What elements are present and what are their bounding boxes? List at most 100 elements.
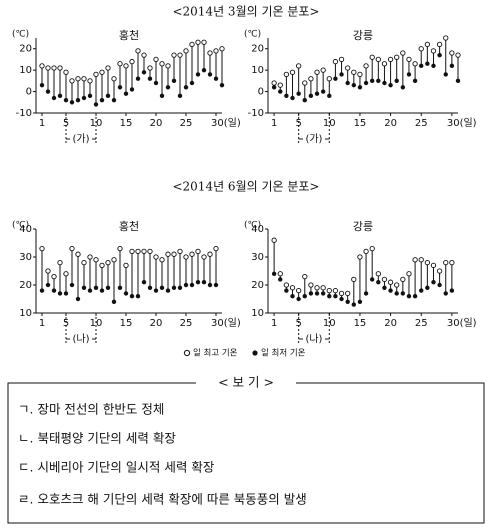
min-dot	[195, 72, 201, 77]
max-dot	[165, 251, 171, 257]
max-dot	[201, 39, 207, 45]
min-dot	[400, 85, 406, 90]
min-dot	[314, 291, 320, 296]
x-tick-label: 5	[63, 318, 69, 329]
min-dot	[111, 97, 117, 103]
max-dot	[51, 65, 57, 71]
min-dot	[455, 78, 461, 84]
min-dot	[419, 288, 424, 293]
max-dot	[171, 52, 177, 58]
max-dot	[75, 76, 81, 82]
max-dot	[363, 248, 369, 255]
max-dot	[381, 276, 388, 283]
box-item: ㄱ. 장마 전선의 한반도 정체	[18, 402, 164, 417]
max-dot	[436, 41, 443, 48]
legend-label: 일 최고 기온	[193, 348, 238, 359]
min-dot	[302, 294, 307, 299]
max-dot	[111, 76, 117, 82]
x-tick-label: 5	[63, 118, 69, 129]
max-dot	[123, 262, 129, 269]
max-dot	[207, 251, 213, 257]
max-dot	[117, 245, 123, 252]
max-dot	[45, 268, 51, 274]
min-dot	[314, 91, 320, 96]
max-dot	[430, 262, 437, 269]
max-dot	[81, 259, 87, 266]
max-dot	[283, 71, 290, 78]
max-dot	[147, 65, 153, 71]
max-dot	[87, 254, 93, 260]
max-dot	[375, 271, 381, 277]
x-tick-label: 25	[180, 318, 193, 329]
min-dot	[425, 285, 430, 290]
max-dot	[165, 63, 171, 69]
min-dot	[147, 76, 153, 81]
max-dot	[177, 52, 183, 58]
annotation: (가)	[72, 133, 89, 145]
min-dot	[449, 63, 455, 69]
max-dot	[283, 282, 290, 288]
max-dot	[99, 262, 105, 269]
min-dot	[308, 291, 314, 296]
max-dot	[406, 56, 412, 63]
min-dot	[171, 285, 177, 290]
min-dot	[153, 288, 159, 293]
min-dot	[351, 302, 357, 307]
min-dot	[45, 89, 51, 94]
y-unit: (℃)	[244, 30, 261, 40]
max-dot	[129, 58, 135, 65]
max-dot	[277, 82, 283, 88]
annotation-bg	[302, 332, 325, 346]
min-dot	[99, 97, 105, 103]
heading: <2014년 3월의 기온 분포>	[172, 5, 319, 19]
min-dot	[382, 285, 387, 290]
max-dot	[418, 257, 424, 263]
max-dot	[63, 69, 69, 75]
max-dot	[332, 58, 339, 65]
max-dot	[394, 54, 400, 60]
max-dot	[183, 254, 189, 260]
min-dot	[201, 280, 207, 285]
max-dot	[338, 290, 345, 297]
max-dot	[213, 48, 219, 54]
min-dot	[443, 291, 448, 296]
max-dot	[45, 65, 51, 71]
max-dot	[213, 245, 219, 252]
max-dot	[171, 251, 177, 257]
box-title: < 보 기 >	[218, 375, 274, 390]
y-tick-label: 10	[19, 65, 32, 76]
max-dot	[271, 237, 277, 243]
max-dot	[369, 245, 375, 252]
min-dot	[129, 87, 135, 92]
max-dot	[159, 61, 165, 67]
min-dot	[141, 70, 147, 75]
min-dot	[284, 93, 289, 99]
max-dot	[105, 259, 111, 266]
max-dot	[406, 271, 412, 277]
y-tick-label: 20	[19, 44, 32, 55]
chart-title: 강릉	[353, 220, 373, 233]
max-dot	[51, 273, 57, 280]
min-dot	[400, 291, 406, 296]
max-dot	[289, 69, 296, 75]
max-dot	[87, 78, 93, 84]
max-dot	[189, 251, 195, 257]
max-dot	[295, 63, 302, 69]
chart-title: 강릉	[353, 29, 373, 42]
max-dot	[455, 52, 461, 58]
min-dot	[339, 72, 344, 77]
min-dot	[45, 282, 51, 288]
min-dot	[302, 97, 307, 103]
min-dot	[87, 93, 93, 99]
x-tick-label: 10	[90, 118, 103, 129]
y-tick-label: 20	[251, 280, 264, 291]
min-dot	[431, 63, 436, 69]
max-dot	[39, 245, 45, 252]
min-dot	[431, 280, 436, 285]
min-dot	[105, 285, 111, 290]
min-dot	[219, 82, 225, 88]
min-dot	[357, 299, 363, 304]
min-dot	[412, 78, 418, 84]
min-dot	[171, 78, 177, 84]
max-dot	[332, 287, 339, 294]
